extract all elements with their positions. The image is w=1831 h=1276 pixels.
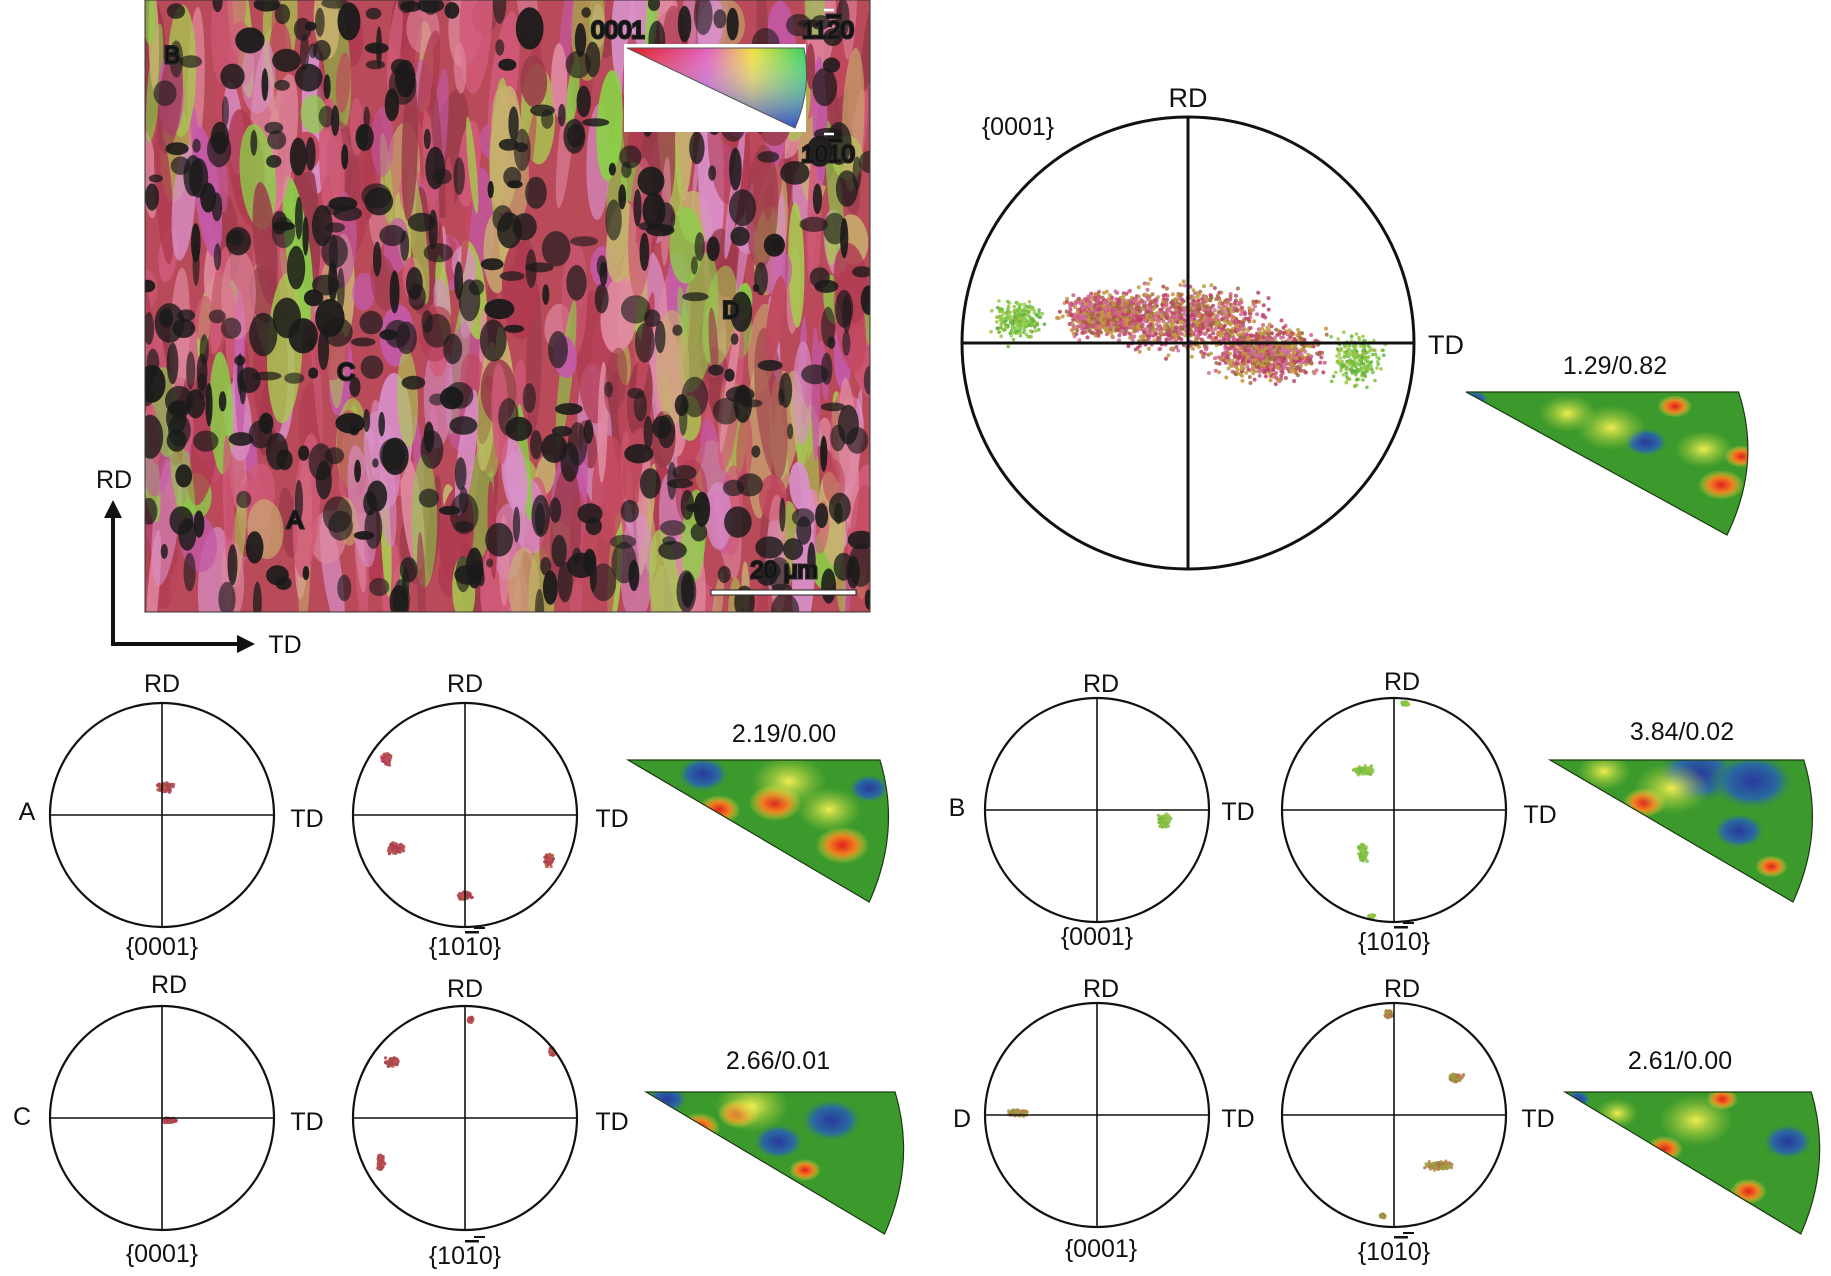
grain-panels: A RD TD {0001} RD TD {1010} 2.19/0.00 B … [13,668,1821,1270]
grain-b-pf0001-td: TD [1221,798,1254,826]
grain-c-letter: C [13,1103,31,1131]
grain-panel-b: B RD TD {0001} RD TD {1010} 3.84/0.02 [949,668,1814,956]
grain-a-pf0001-rd: RD [144,670,180,698]
grain-b-ipf-ratio: 3.84/0.02 [1630,718,1734,746]
grain-a-pf0001-label: {0001} [126,933,198,961]
grain-d-pf0001-td: TD [1221,1105,1254,1133]
grain-panel-d: D RD TD {0001} RD TD {1010} 2.61/0.00 [953,975,1821,1266]
sample-axes: RD TD [96,466,302,659]
grain-panel-a: A RD TD {0001} RD TD {1010} 2.19/0.00 [19,670,890,961]
grain-c-pf1010 [351,1004,579,1232]
grain-a-pf1010-label: {1010} [429,933,501,961]
overall-ipf-triangle [1465,391,1749,536]
grain-b-pf0001 [983,696,1211,924]
overall-pole-scatter [989,277,1388,390]
grain-d-pf0001-rd: RD [1083,975,1119,1003]
map-label-a: A [287,507,303,534]
grain-d-pf1010 [1280,1001,1508,1229]
scale-bar: 20 μm [710,556,857,596]
grain-c-pf0001 [48,1004,276,1232]
map-label-c: C [337,359,354,386]
grain-c-pf1010-td: TD [595,1108,628,1136]
svg-text:20 μm: 20 μm [750,557,817,584]
grain-a-pf1010 [351,701,579,929]
grain-d-pf0001 [983,1001,1211,1229]
grain-panel-c: C RD TD {0001} RD TD {1010} 2.66/0.01 [13,971,905,1270]
grain-d-letter: D [953,1105,971,1133]
grain-c-ipf-ratio: 2.66/0.01 [726,1047,830,1075]
grain-c-pf1010-rd: RD [447,975,483,1003]
legend-corner-1010: 1010 [801,141,854,168]
ipf-color-legend [624,44,808,132]
grain-b-pf1010-td: TD [1523,801,1556,829]
grain-c-pf0001-td: TD [290,1108,323,1136]
grain-b-pf0001-rd: RD [1083,670,1119,698]
grain-b-pf1010-label: {1010} [1358,928,1430,956]
overall-ipf-density: 1.29/0.82 [1465,352,1749,536]
legend-corner-1120: 1120 [802,17,854,44]
overbar-digit: 2 [827,17,840,44]
grain-d-pf0001-label: {0001} [1065,1235,1137,1263]
grain-c-pf1010-label: {1010} [429,1242,501,1270]
grain-a-pf1010-td: TD [595,805,628,833]
overall-pf-rd: RD [1169,83,1208,113]
overall-ipf-ratio: 1.29/0.82 [1563,352,1667,380]
grain-d-ipf-triangle [1562,1091,1821,1235]
grain-c-ipf-triangle [643,1091,905,1235]
grain-d-ipf-ratio: 2.61/0.00 [1628,1047,1732,1075]
grain-a-pf1010-rd: RD [447,670,483,698]
axis-rd-label: RD [96,466,132,494]
axis-td-label: TD [268,631,301,659]
overall-pf-td: TD [1428,330,1464,360]
grain-d-pf1010-label: {1010} [1358,1238,1430,1266]
grain-b-pf1010 [1280,696,1508,924]
grain-a-letter: A [19,798,36,826]
grain-b-ipf-triangle [1547,759,1814,903]
grain-c-pf0001-rd: RD [151,971,187,999]
grain-d-pf1010-rd: RD [1384,975,1420,1003]
grain-b-pf1010-rd: RD [1384,668,1420,696]
map-label-d: D [722,297,739,324]
grain-c-pf0001-label: {0001} [126,1240,198,1268]
grain-a-pf0001-td: TD [290,805,323,833]
map-label-b: B [164,42,180,69]
grain-a-ipf-ratio: 2.19/0.00 [732,720,836,748]
grain-d-pf1010-td: TD [1521,1105,1554,1133]
grain-a-ipf-triangle [625,759,890,903]
overall-pf-family: {0001} [982,113,1054,141]
legend-corner-0001: 0001 [591,17,644,44]
grain-b-pf0001-label: {0001} [1061,923,1133,951]
overall-pole-figure: {0001} RD TD [960,83,1464,571]
grain-a-pf0001 [48,701,276,929]
grain-b-letter: B [949,794,966,822]
